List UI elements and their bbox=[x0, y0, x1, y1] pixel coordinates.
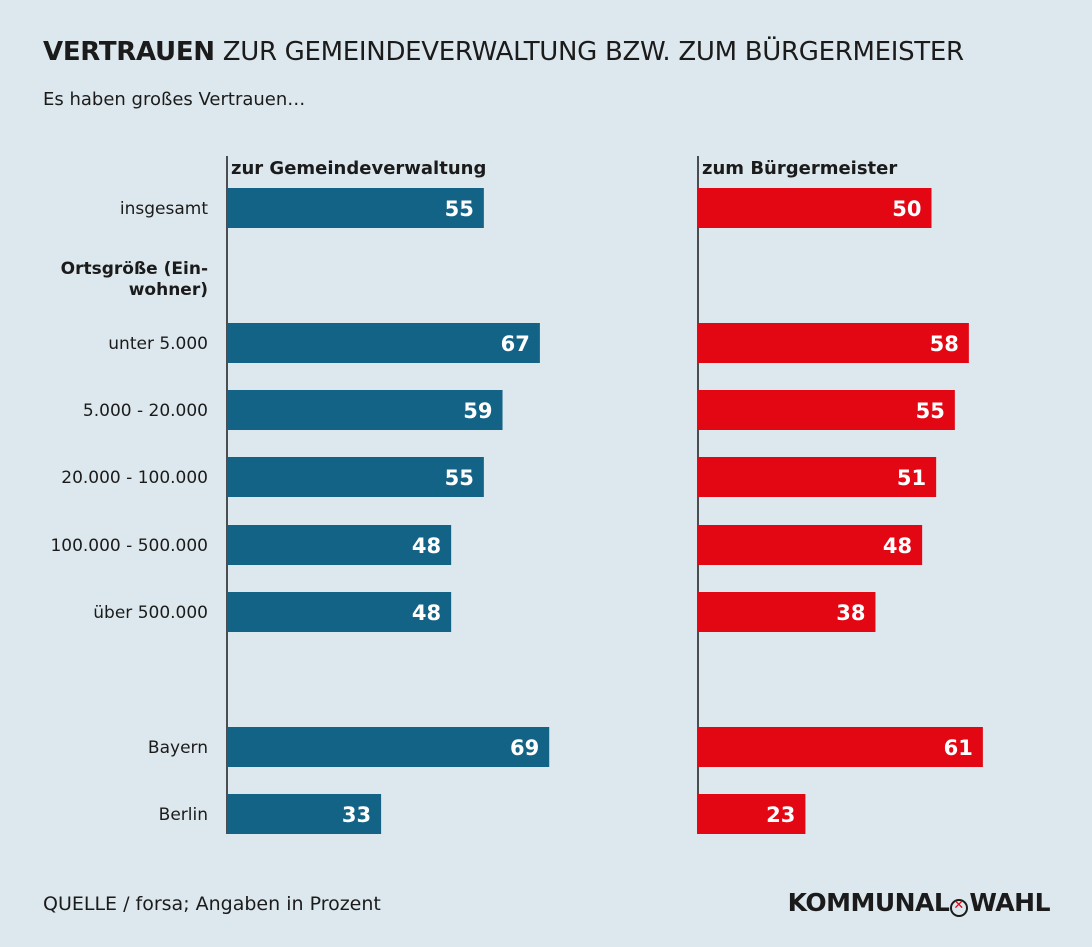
bar bbox=[227, 390, 503, 430]
chart-subtitle: Es haben großes Vertrauen… bbox=[43, 89, 306, 110]
bar-value-label: 55 bbox=[445, 197, 474, 221]
ballot-cross-icon bbox=[950, 898, 969, 917]
bar bbox=[227, 794, 382, 834]
bar-value-label: 58 bbox=[930, 332, 959, 356]
bar bbox=[698, 794, 806, 834]
bar bbox=[698, 188, 932, 228]
brand-logo: KOMMUNAL WAHL bbox=[788, 888, 1050, 917]
bar bbox=[227, 727, 550, 767]
bar bbox=[227, 188, 484, 228]
bar bbox=[227, 323, 540, 363]
category-label: unter 5.000 bbox=[108, 334, 208, 354]
section-header-line: Ortsgröße (Ein- bbox=[61, 259, 208, 279]
bar bbox=[227, 457, 484, 497]
bar bbox=[227, 525, 452, 565]
bar-value-label: 61 bbox=[944, 736, 973, 760]
bar-value-label: 55 bbox=[916, 399, 945, 423]
bar bbox=[227, 592, 452, 632]
bar bbox=[698, 592, 876, 632]
section-header-line: wohner) bbox=[129, 280, 208, 300]
bar bbox=[698, 390, 955, 430]
panel-header-0: zur Gemeindeverwaltung bbox=[231, 158, 486, 179]
source-note: QUELLE / forsa; Angaben in Prozent bbox=[43, 893, 381, 915]
bar-value-label: 69 bbox=[510, 736, 539, 760]
bar-value-label: 48 bbox=[412, 534, 441, 558]
bar-value-label: 50 bbox=[892, 197, 921, 221]
chart-title: VERTRAUEN ZUR GEMEINDEVERWALTUNG BZW. ZU… bbox=[43, 37, 964, 67]
bar-value-label: 55 bbox=[445, 466, 474, 490]
bar-value-label: 67 bbox=[501, 332, 530, 356]
bar-value-label: 51 bbox=[897, 466, 926, 490]
bar-value-label: 59 bbox=[463, 399, 492, 423]
category-label: über 500.000 bbox=[93, 603, 208, 623]
category-label: 5.000 - 20.000 bbox=[83, 401, 208, 421]
bar-value-label: 23 bbox=[766, 803, 795, 827]
bar bbox=[698, 525, 923, 565]
chart-title-bold: VERTRAUEN bbox=[43, 37, 215, 67]
chart-title-rest: ZUR GEMEINDEVERWALTUNG BZW. ZUM BÜRGERME… bbox=[214, 37, 964, 67]
panel-header-1: zum Bürgermeister bbox=[702, 158, 897, 179]
bar-value-label: 33 bbox=[342, 803, 371, 827]
bar bbox=[698, 727, 983, 767]
bar-value-label: 48 bbox=[412, 601, 441, 625]
bar bbox=[698, 323, 969, 363]
category-label: 100.000 - 500.000 bbox=[50, 536, 208, 556]
category-label: 20.000 - 100.000 bbox=[61, 468, 208, 488]
bar bbox=[698, 457, 937, 497]
category-label: Berlin bbox=[159, 805, 208, 825]
category-label: insgesamt bbox=[120, 199, 208, 219]
brand-right: WAHL bbox=[969, 888, 1050, 917]
category-label: Bayern bbox=[148, 738, 208, 758]
bar-value-label: 48 bbox=[883, 534, 912, 558]
bar-value-label: 38 bbox=[836, 601, 865, 625]
brand-left: KOMMUNAL bbox=[787, 888, 950, 917]
